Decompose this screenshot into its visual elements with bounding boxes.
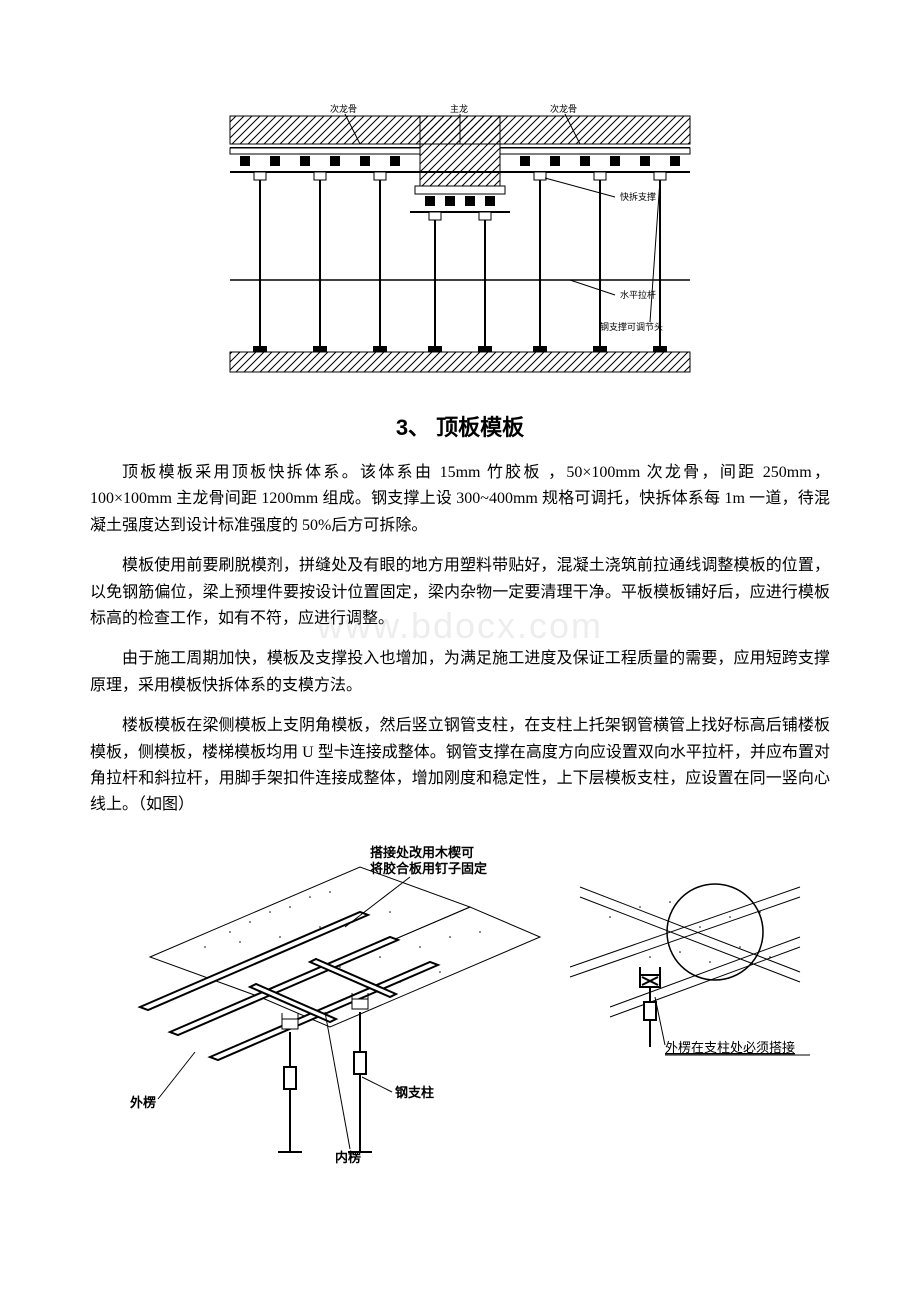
diagram-formwork-isometric: 搭接处改用木楔可 将胶合板用钉子固定 外楞 内楞 钢支柱 [110, 837, 810, 1167]
d2-label-inner-joist: 内楞 [335, 1150, 361, 1165]
d2-label-top-line2: 将胶合板用钉子固定 [370, 861, 487, 876]
d1-label-right-lower: 钢支撑可调节头 [600, 321, 663, 332]
d2-label-steel-prop: 钢支柱 [395, 1085, 434, 1100]
d2-label-outer-joist: 外楞 [129, 1095, 156, 1110]
diagram-formwork-section: 次龙骨 主龙 次龙骨 快拆支撑 水平拉杆 钢支撑可调节头 [220, 100, 700, 380]
d1-label-right-mid: 水平拉杆 [620, 289, 656, 300]
document-page: 次龙骨 主龙 次龙骨 快拆支撑 水平拉杆 钢支撑可调节头 3、 顶板模板 顶板模… [0, 0, 920, 1227]
paragraph-3: 由于施工周期加快，模板及支撑投入也增加，为满足施工进度及保证工程质量的需要，应用… [90, 646, 830, 699]
d1-label-top-left: 次龙骨 [330, 103, 357, 114]
watermark-region: 模板使用前要刷脱模剂，拼缝处及有眼的地方用塑料带贴好，混凝土浇筑前拉通线调整模板… [90, 553, 830, 699]
d1-label-top-right: 次龙骨 [550, 103, 577, 114]
paragraph-4: 楼板模板在梁侧模板上支阴角模板，然后竖立钢管支柱，在支柱上托架钢管横管上找好标高… [90, 713, 830, 819]
d2-label-joint-note: 外楞在支柱处必须搭接 [665, 1040, 795, 1055]
d1-label-top-mid: 主龙 [450, 103, 468, 114]
paragraph-2: 模板使用前要刷脱模剂，拼缝处及有眼的地方用塑料带贴好，混凝土浇筑前拉通线调整模板… [90, 553, 830, 632]
section-heading: 3、 顶板模板 [90, 410, 830, 442]
d2-label-top-line1: 搭接处改用木楔可 [370, 845, 474, 860]
d1-label-right-upper: 快拆支撑 [620, 191, 656, 202]
paragraph-1: 顶板模板采用顶板快拆体系。该体系由 15mm 竹胶板 ，50×100mm 次龙骨… [90, 460, 830, 539]
